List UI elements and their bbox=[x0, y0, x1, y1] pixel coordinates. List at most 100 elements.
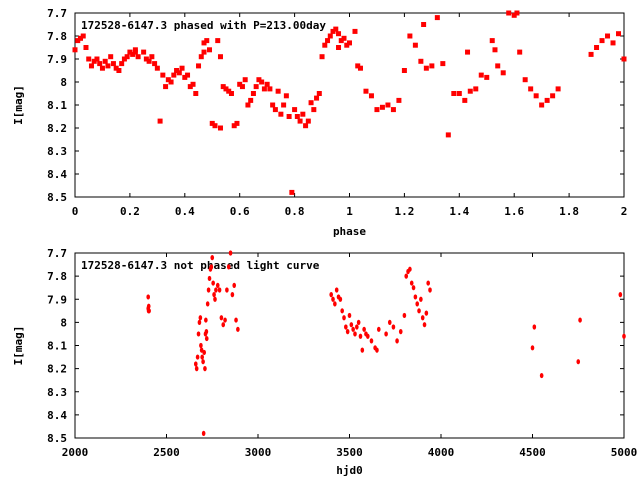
data-point bbox=[506, 10, 512, 16]
data-point bbox=[209, 264, 214, 270]
data-point bbox=[99, 65, 105, 71]
data-point bbox=[213, 296, 217, 302]
data-point bbox=[217, 287, 222, 293]
x-axis-label: hjd0 bbox=[336, 464, 363, 477]
data-point bbox=[119, 61, 125, 67]
y-tick-label: 8.2 bbox=[47, 363, 67, 376]
data-point bbox=[157, 118, 163, 124]
data-point bbox=[333, 301, 337, 307]
data-point bbox=[165, 77, 171, 83]
data-point bbox=[419, 296, 423, 302]
data-point bbox=[195, 354, 200, 360]
data-point bbox=[334, 287, 339, 293]
x-tick-label: 4500 bbox=[519, 446, 546, 459]
data-point bbox=[408, 266, 412, 272]
x-tick-label: 1.6 bbox=[504, 205, 524, 218]
data-point bbox=[398, 329, 403, 335]
data-point bbox=[80, 33, 86, 39]
data-point bbox=[426, 280, 430, 286]
data-point bbox=[259, 79, 265, 85]
data-point bbox=[264, 81, 270, 87]
data-point bbox=[530, 345, 535, 351]
data-point bbox=[146, 58, 152, 64]
phased-plot: 0 0.2 0.4 0.6 0.8 1 1.2 1.4 1.6 1.8 2 7.7 7.8 7.9 8 8.1… bbox=[12, 7, 627, 238]
data-point bbox=[201, 430, 206, 436]
data-point bbox=[72, 47, 78, 53]
data-point bbox=[413, 294, 418, 300]
data-point bbox=[94, 56, 100, 62]
data-point bbox=[355, 324, 359, 330]
data-point bbox=[451, 91, 457, 96]
data-point bbox=[465, 49, 471, 55]
data-point bbox=[199, 347, 204, 353]
data-point bbox=[314, 95, 320, 101]
data-point bbox=[223, 317, 227, 323]
y-tick-label: 8.2 bbox=[47, 122, 67, 135]
data-point bbox=[338, 296, 343, 302]
data-point bbox=[203, 366, 207, 372]
data-point bbox=[212, 123, 218, 129]
data-point bbox=[340, 308, 344, 314]
y-tick-label: 7.8 bbox=[47, 270, 67, 283]
data-point bbox=[253, 84, 259, 90]
x-tick-label: 1.8 bbox=[559, 205, 579, 218]
data-point bbox=[234, 120, 240, 126]
x-tick-label: 2500 bbox=[153, 446, 180, 459]
data-point bbox=[248, 97, 254, 103]
data-point bbox=[267, 86, 273, 92]
data-point bbox=[495, 63, 501, 69]
x-tick-label: 1.4 bbox=[449, 205, 469, 218]
data-point bbox=[281, 102, 287, 108]
data-point bbox=[193, 91, 199, 96]
data-point bbox=[289, 189, 295, 195]
data-point bbox=[225, 287, 229, 293]
data-point bbox=[127, 49, 133, 55]
data-point bbox=[199, 342, 203, 349]
x-tick-label: 4000 bbox=[428, 446, 455, 459]
data-point bbox=[331, 296, 335, 302]
data-point bbox=[422, 322, 427, 328]
data-point bbox=[110, 61, 116, 67]
data-point bbox=[197, 319, 202, 325]
data-point bbox=[544, 97, 550, 103]
data-point bbox=[212, 292, 216, 298]
plot-title: 172528-6147.3 not phased light curve bbox=[81, 259, 320, 272]
data-point bbox=[391, 324, 396, 330]
data-point bbox=[478, 72, 484, 78]
y-tick-label: 7.7 bbox=[47, 7, 67, 20]
data-point bbox=[214, 287, 218, 293]
data-point bbox=[616, 31, 622, 37]
data-point bbox=[349, 322, 354, 328]
data-point bbox=[336, 45, 342, 50]
data-point bbox=[160, 72, 166, 78]
x-tick-label: 3000 bbox=[245, 446, 272, 459]
data-point bbox=[256, 77, 262, 83]
data-point bbox=[83, 45, 89, 50]
data-point bbox=[226, 264, 231, 270]
data-point bbox=[424, 310, 429, 316]
data-point bbox=[275, 88, 281, 94]
data-point bbox=[182, 74, 188, 80]
data-point bbox=[395, 338, 399, 344]
data-point bbox=[204, 317, 208, 323]
data-point bbox=[342, 315, 346, 321]
data-point bbox=[533, 93, 539, 99]
data-point bbox=[207, 275, 212, 282]
data-point bbox=[198, 315, 203, 321]
data-point bbox=[576, 359, 581, 365]
data-point bbox=[528, 86, 534, 92]
data-point bbox=[360, 347, 365, 353]
data-point bbox=[522, 77, 528, 83]
data-point bbox=[201, 40, 207, 46]
data-point bbox=[200, 354, 204, 360]
x-tick-label: 2000 bbox=[62, 446, 89, 459]
data-point bbox=[146, 303, 151, 309]
data-point bbox=[303, 123, 309, 129]
x-tick-label: 5000 bbox=[611, 446, 638, 459]
data-point bbox=[420, 315, 425, 321]
data-point bbox=[345, 329, 350, 335]
data-point bbox=[618, 292, 623, 298]
data-point bbox=[347, 40, 352, 46]
data-point bbox=[376, 326, 381, 332]
